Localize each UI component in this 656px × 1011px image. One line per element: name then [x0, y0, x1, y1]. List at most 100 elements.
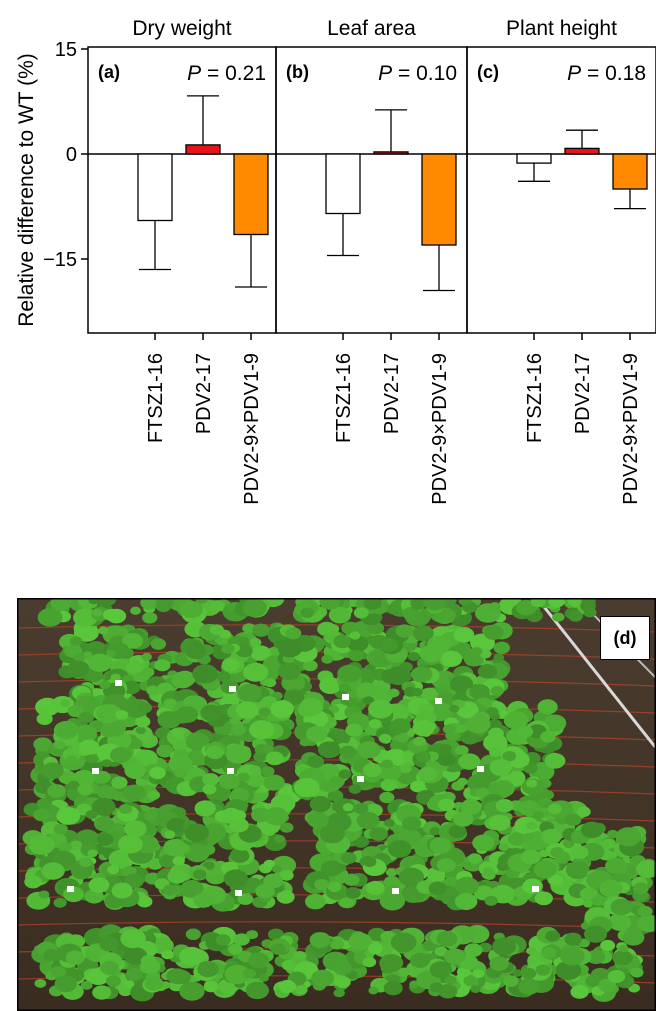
plot-marker	[435, 698, 442, 704]
leaf	[454, 876, 479, 895]
leaf	[540, 828, 562, 845]
leaf	[443, 948, 466, 965]
leaf	[154, 659, 171, 672]
leaf	[219, 774, 240, 790]
leaf	[194, 800, 216, 817]
leaf	[111, 791, 125, 801]
x-tick-label: FTSZ1-16	[524, 353, 546, 443]
leaf	[168, 754, 193, 773]
leaf	[86, 754, 99, 764]
leaf	[401, 816, 422, 831]
leaf	[175, 706, 199, 723]
leaf	[637, 905, 653, 918]
leaf	[299, 738, 311, 747]
leaf	[70, 863, 93, 880]
leaf	[493, 641, 511, 654]
leaf	[409, 952, 430, 968]
leaf	[487, 719, 503, 731]
leaf	[329, 776, 345, 788]
leaf	[180, 600, 204, 619]
leaf	[348, 932, 372, 951]
leaf	[67, 660, 90, 678]
leaf	[333, 961, 353, 976]
plot-marker	[392, 888, 399, 894]
leaf	[166, 968, 188, 985]
leaf	[109, 747, 131, 763]
leaf	[79, 857, 93, 868]
leaf	[368, 718, 382, 729]
x-tick-label: PDV2-17	[193, 353, 215, 434]
leaf	[120, 928, 146, 949]
leaf	[526, 821, 538, 831]
leaf	[398, 763, 412, 774]
leaf	[123, 980, 135, 989]
leaf	[618, 944, 629, 953]
leaf	[541, 947, 557, 959]
leaf	[41, 862, 65, 880]
leaf	[461, 798, 481, 813]
leaf	[368, 986, 379, 995]
leaf	[97, 626, 109, 635]
leaf	[455, 745, 469, 756]
panel-frame	[466, 46, 656, 334]
leaf	[258, 707, 271, 717]
leaf	[101, 759, 113, 768]
leaf	[314, 879, 330, 891]
leaf	[226, 602, 238, 611]
bar-pdv2-17	[373, 151, 409, 155]
leaf	[579, 887, 597, 901]
leaf	[633, 882, 649, 895]
leaf	[180, 880, 204, 898]
leaf	[279, 870, 294, 881]
leaf	[125, 660, 144, 674]
leaf	[547, 803, 562, 815]
plot-marker	[92, 768, 99, 774]
leaf	[185, 643, 207, 660]
leaf	[222, 658, 240, 672]
leaf	[339, 745, 357, 759]
leaf	[77, 783, 94, 796]
leaf	[338, 682, 351, 692]
x-tick-label: PDV2-17	[381, 353, 403, 434]
leaf	[503, 711, 529, 730]
leaf	[128, 738, 143, 750]
leaf	[88, 598, 100, 605]
leaf	[402, 606, 420, 621]
leaf	[233, 933, 250, 946]
leaf	[167, 869, 187, 884]
leaf	[317, 741, 341, 759]
leaf	[348, 784, 362, 794]
leaf	[363, 598, 382, 610]
leaf	[75, 609, 91, 620]
bar-chart: Relative difference to WT (%) 15 0 −15 Dry w…	[15, 17, 656, 505]
leaf	[102, 718, 127, 737]
leaf	[533, 810, 545, 819]
leaf	[96, 784, 117, 800]
leaf	[389, 718, 411, 735]
leaf	[54, 975, 77, 993]
leaf	[293, 777, 320, 798]
leaf	[543, 714, 567, 732]
leaf	[235, 701, 260, 719]
panel-label: (a)	[98, 62, 120, 82]
leaf	[348, 649, 365, 662]
leaf	[295, 985, 308, 995]
leaf	[319, 677, 342, 694]
panel-title: Leaf area	[327, 17, 416, 40]
leaf	[489, 758, 513, 776]
field-plot-photo: (d)	[17, 598, 656, 1011]
plot-marker	[229, 686, 236, 692]
leaf	[197, 960, 218, 976]
leaf	[407, 651, 420, 661]
leaf	[437, 752, 456, 767]
leaf	[429, 837, 452, 854]
leaf	[250, 645, 271, 661]
leaf	[438, 984, 458, 999]
leaf	[246, 930, 259, 940]
plot-marker	[532, 886, 539, 892]
leaf	[184, 823, 210, 842]
leaf	[51, 966, 67, 978]
leaf	[356, 682, 377, 698]
irrigation-line	[17, 921, 656, 930]
leaf	[163, 884, 178, 896]
